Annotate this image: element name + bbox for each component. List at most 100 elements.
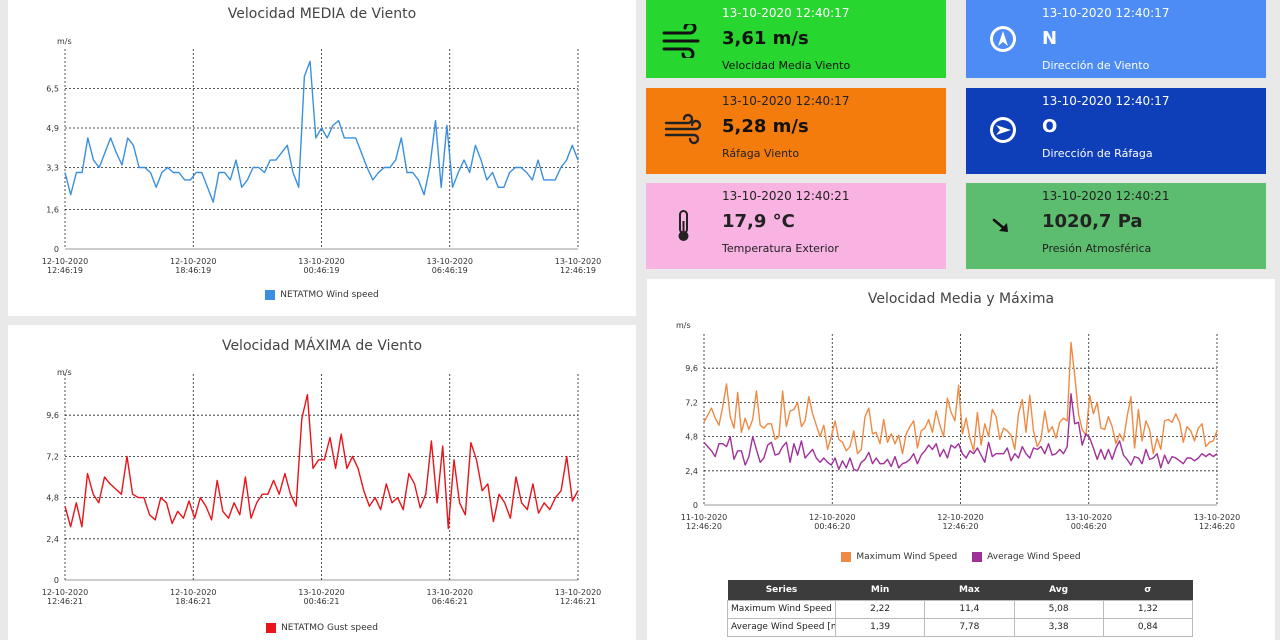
x-tick-time: 18:46:21 (175, 597, 211, 606)
legend-swatch (265, 290, 276, 300)
x-tick-date: 13-10-2020 (298, 257, 345, 266)
x-tick-date: 11-10-2020 (681, 513, 728, 522)
tile-gust-direction[interactable]: 13-10-2020 12:40:17 O Dirección de Ráfag… (966, 88, 1266, 174)
y-tick-label: 0 (693, 501, 698, 510)
x-tick-date: 13-10-2020 (298, 588, 345, 597)
chart-legend[interactable]: NETATMO Wind speed (8, 290, 636, 303)
y-tick-label: 6,5 (46, 85, 59, 94)
table-cell: 0,84 (1102, 617, 1194, 637)
compass-west-icon (990, 117, 1016, 143)
table-cell: Average Wind Speed [m/s] (727, 617, 836, 637)
legend-item-gust-speed[interactable]: NETATMO Gust speed (266, 623, 378, 633)
column-header[interactable]: Max (924, 580, 1014, 600)
x-tick-date: 13-10-2020 (1194, 513, 1241, 522)
series-line (703, 393, 1218, 472)
tile-value: 1020,7 Pa (1042, 211, 1143, 232)
legend-label: NETATMO Wind speed (280, 290, 379, 300)
tile-temperature[interactable]: 13-10-2020 12:40:21 17,9 °C Temperatura … (646, 183, 946, 269)
x-tick-time: 00:46:20 (1071, 522, 1107, 531)
column-header[interactable]: Min (835, 580, 925, 600)
series-line (64, 393, 579, 530)
combined-wind-chart: m/s02,44,87,29,611-10-202012:46:2012-10-… (676, 321, 1241, 531)
arrow-down-right-icon (992, 218, 1008, 232)
x-tick-time: 00:46:21 (304, 597, 340, 606)
x-tick-date: 13-10-2020 (555, 588, 602, 597)
tile-label: Presión Atmosférica (1042, 242, 1152, 255)
x-tick-date: 12-10-2020 (937, 513, 984, 522)
column-header[interactable]: Series (727, 580, 836, 600)
wind-gust-icon (664, 113, 702, 145)
tile-timestamp: 13-10-2020 12:40:17 (1042, 94, 1170, 108)
x-tick-date: 13-10-2020 (427, 257, 474, 266)
legend-item-max-speed[interactable]: Maximum Wind Speed (841, 552, 957, 562)
y-tick-label: 2,4 (46, 535, 59, 544)
x-tick-time: 18:46:19 (175, 266, 211, 275)
legend-swatch (841, 552, 852, 562)
chart-legend[interactable]: NETATMO Gust speed (8, 623, 636, 636)
wind-speed-chart: m/s01,63,34,96,512-10-202012:46:1912-10-… (42, 37, 602, 275)
tile-pressure[interactable]: 13-10-2020 12:40:21 1020,7 Pa Presión At… (966, 183, 1266, 269)
table-row: Average Wind Speed [m/s] 1,39 7,78 3,38 … (727, 617, 1194, 637)
table-row: Maximum Wind Speed [... 2,22 11,4 5,08 1… (727, 599, 1194, 619)
chart-legend[interactable]: Maximum Wind Speed Average Wind Speed (647, 552, 1275, 565)
table-cell: 3,38 (1013, 617, 1104, 637)
tile-wind-speed[interactable]: 13-10-2020 12:40:17 3,61 m/s Velocidad M… (646, 0, 946, 78)
thermometer-icon (678, 210, 689, 241)
x-tick-time: 12:46:21 (47, 597, 83, 606)
table-cell: 5,08 (1013, 599, 1104, 619)
y-tick-label: 9,6 (685, 364, 698, 373)
tile-gust-speed[interactable]: 13-10-2020 12:40:17 5,28 m/s Ráfaga Vien… (646, 88, 946, 174)
chart-title: Velocidad MÁXIMA de Viento (221, 338, 423, 354)
x-tick-time: 06:46:21 (432, 597, 468, 606)
x-tick-date: 13-10-2020 (555, 257, 602, 266)
tile-wind-direction[interactable]: 13-10-2020 12:40:17 N Dirección de Vient… (966, 0, 1266, 78)
x-tick-date: 13-10-2020 (427, 588, 474, 597)
table-cell: 11,4 (924, 599, 1015, 619)
chart-panel-media: Velocidad MEDIA de Viento m/s 0 1,6 3,3 4,9 6… (8, 0, 636, 316)
column-header[interactable]: Avg (1014, 580, 1104, 600)
legend-swatch (972, 552, 983, 562)
chart-panel-combined: Velocidad Media y Máxima m/s 0 2,4 4,8 7,2 9,… (647, 279, 1275, 640)
x-tick-time: 00:46:20 (814, 522, 850, 531)
y-tick-label: 1,6 (46, 205, 59, 214)
chart-panel-maxima: Velocidad MÁXIMA de Viento m/s 0 2,4 4,8 7,2… (8, 325, 636, 640)
x-tick-time: 12:46:20 (943, 522, 979, 531)
y-tick-label: 9,6 (46, 411, 59, 420)
y-tick-label: 3,3 (46, 164, 59, 173)
y-tick-label: 0 (54, 576, 59, 585)
tile-timestamp: 13-10-2020 12:40:17 (1042, 6, 1170, 20)
tile-value: N (1042, 28, 1058, 49)
legend-item-avg-speed[interactable]: Average Wind Speed (972, 552, 1081, 562)
compass-north-icon (990, 26, 1016, 52)
table-cell: Maximum Wind Speed [... (727, 599, 836, 619)
tile-timestamp: 13-10-2020 12:40:21 (1042, 189, 1170, 203)
tile-label: Temperatura Exterior (722, 242, 839, 255)
y-tick-label: 4,8 (685, 433, 698, 442)
chart-title: Velocidad Media y Máxima (867, 291, 1055, 307)
legend-swatch (266, 623, 277, 633)
x-tick-time: 12:46:20 (1199, 522, 1235, 531)
tile-timestamp: 13-10-2020 12:40:17 (722, 94, 850, 108)
series-line (703, 341, 1218, 455)
legend-item-wind-speed[interactable]: NETATMO Wind speed (265, 290, 379, 300)
y-tick-label: 7,2 (685, 398, 698, 407)
tile-label: Dirección de Viento (1042, 59, 1150, 72)
x-tick-date: 12-10-2020 (170, 257, 217, 266)
y-axis-unit: m/s (57, 37, 72, 46)
y-tick-label: 4,9 (46, 124, 59, 133)
y-tick-label: 2,4 (685, 467, 698, 476)
x-tick-time: 06:46:19 (432, 266, 468, 275)
x-tick-date: 13-10-2020 (1066, 513, 1113, 522)
x-tick-time: 00:46:19 (304, 266, 340, 275)
chart-title: Velocidad MEDIA de Viento (227, 6, 417, 22)
x-tick-date: 12-10-2020 (170, 588, 217, 597)
tile-label: Ráfaga Viento (722, 147, 800, 160)
tile-value: O (1042, 116, 1058, 137)
x-tick-time: 12:46:19 (560, 266, 596, 275)
tile-label: Velocidad Media Viento (722, 59, 851, 72)
legend-label: Average Wind Speed (987, 552, 1081, 562)
table-cell: 1,39 (834, 617, 926, 637)
series-line (64, 60, 579, 203)
column-header[interactable]: σ (1103, 580, 1193, 600)
wind-icon (662, 24, 700, 58)
